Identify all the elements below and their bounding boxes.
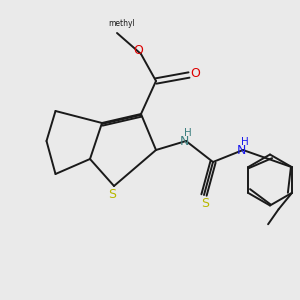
Text: O: O xyxy=(133,44,143,57)
Text: N: N xyxy=(237,144,246,157)
Text: methyl: methyl xyxy=(108,20,135,28)
Text: N: N xyxy=(180,135,189,148)
Text: H: H xyxy=(241,136,248,147)
Text: O: O xyxy=(191,67,200,80)
Text: S: S xyxy=(202,197,209,210)
Text: H: H xyxy=(184,128,191,138)
Text: S: S xyxy=(109,188,116,201)
